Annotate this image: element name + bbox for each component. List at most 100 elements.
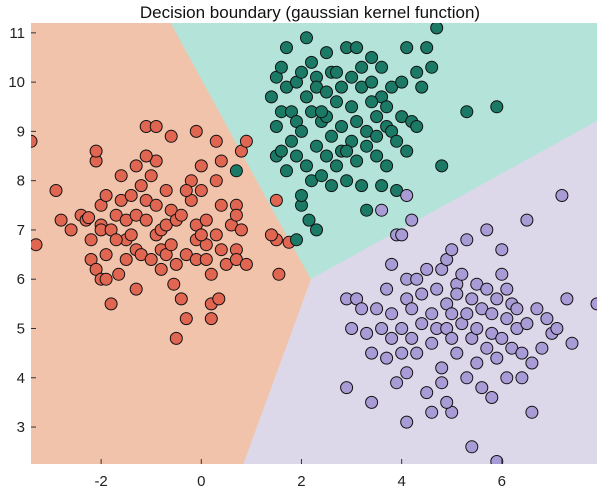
point-class-a	[272, 267, 286, 281]
point-class-c	[385, 307, 399, 321]
point-class-b	[400, 144, 414, 158]
point-class-a	[209, 174, 223, 188]
point-class-b	[315, 105, 328, 119]
point-class-b	[229, 164, 243, 178]
point-class-a	[149, 198, 163, 212]
point-class-a	[174, 208, 188, 222]
point-class-c	[560, 292, 574, 306]
point-class-c	[590, 297, 597, 311]
point-class-b	[315, 169, 328, 183]
point-class-c	[390, 376, 404, 390]
point-class-a	[144, 169, 158, 183]
point-class-c	[415, 287, 429, 301]
point-class-b	[410, 120, 424, 133]
point-class-c	[405, 213, 419, 227]
x-tick-label: 0	[197, 473, 205, 490]
point-class-c	[385, 331, 399, 345]
y-tick-label: 5	[17, 320, 25, 337]
point-class-b	[410, 65, 424, 79]
x-tick-label: 2	[297, 473, 305, 490]
point-class-c	[380, 282, 394, 296]
point-class-c	[400, 189, 414, 202]
point-class-b	[320, 149, 333, 163]
point-class-c	[490, 292, 504, 306]
point-class-b	[302, 213, 316, 227]
point-class-c	[425, 336, 439, 350]
y-tick-label: 7	[17, 222, 25, 239]
point-class-c	[395, 228, 409, 242]
point-class-c	[495, 331, 509, 345]
point-class-a	[149, 120, 163, 133]
point-class-a	[109, 233, 123, 247]
point-class-c	[470, 356, 484, 370]
point-class-a	[99, 189, 113, 202]
point-class-b	[274, 144, 288, 158]
point-class-b	[335, 120, 348, 133]
point-class-c	[480, 282, 494, 296]
point-class-c	[445, 331, 459, 345]
point-class-c	[520, 317, 534, 331]
point-class-a	[167, 277, 181, 291]
point-class-b	[380, 159, 394, 173]
point-class-a	[194, 228, 208, 242]
point-class-c	[485, 391, 499, 404]
point-class-c	[500, 312, 514, 326]
point-class-b	[335, 80, 348, 94]
point-class-b	[295, 189, 308, 202]
point-class-a	[199, 253, 213, 266]
point-class-c	[565, 336, 579, 350]
point-class-b	[370, 110, 384, 124]
point-class-a	[169, 331, 183, 345]
point-class-a	[134, 179, 148, 193]
point-class-b	[310, 139, 323, 153]
point-class-b	[280, 164, 293, 178]
point-class-c	[520, 213, 534, 227]
point-class-a	[164, 129, 178, 143]
point-class-c	[405, 331, 419, 345]
point-class-c	[370, 302, 384, 316]
point-class-b	[274, 60, 288, 74]
point-class-a	[209, 228, 223, 242]
point-class-c	[435, 361, 449, 375]
point-class-c	[365, 346, 379, 360]
point-class-c	[490, 351, 504, 365]
point-class-a	[179, 312, 193, 326]
point-class-a	[31, 134, 38, 148]
point-class-c	[555, 189, 569, 202]
point-class-a	[204, 267, 218, 281]
point-class-a	[214, 198, 228, 212]
point-class-b	[300, 159, 313, 173]
point-class-b	[325, 129, 338, 143]
point-class-c	[360, 326, 374, 340]
point-class-c	[380, 351, 394, 365]
point-class-c	[540, 312, 554, 326]
point-class-a	[269, 193, 283, 207]
point-class-a	[89, 144, 103, 158]
point-class-a	[194, 184, 208, 197]
point-class-c	[415, 317, 429, 331]
point-class-c	[475, 381, 489, 395]
point-class-b	[355, 179, 369, 193]
point-class-a	[99, 248, 113, 262]
point-class-b	[400, 41, 414, 55]
point-class-c	[480, 341, 494, 355]
point-class-c	[480, 223, 494, 237]
point-class-a	[204, 312, 218, 326]
point-class-a	[164, 238, 178, 252]
point-class-a	[179, 184, 193, 197]
point-class-c	[465, 292, 479, 306]
point-class-a	[54, 213, 68, 227]
point-class-a	[119, 253, 133, 266]
point-class-b	[330, 159, 343, 173]
point-class-a	[239, 134, 253, 148]
point-class-c	[395, 322, 409, 335]
point-class-c	[510, 302, 524, 316]
point-class-a	[124, 189, 138, 202]
point-class-c	[425, 405, 439, 419]
point-class-c	[455, 267, 469, 281]
point-class-c	[535, 341, 549, 355]
point-class-a	[209, 134, 223, 148]
point-class-b	[340, 144, 354, 158]
point-class-a	[31, 238, 43, 252]
